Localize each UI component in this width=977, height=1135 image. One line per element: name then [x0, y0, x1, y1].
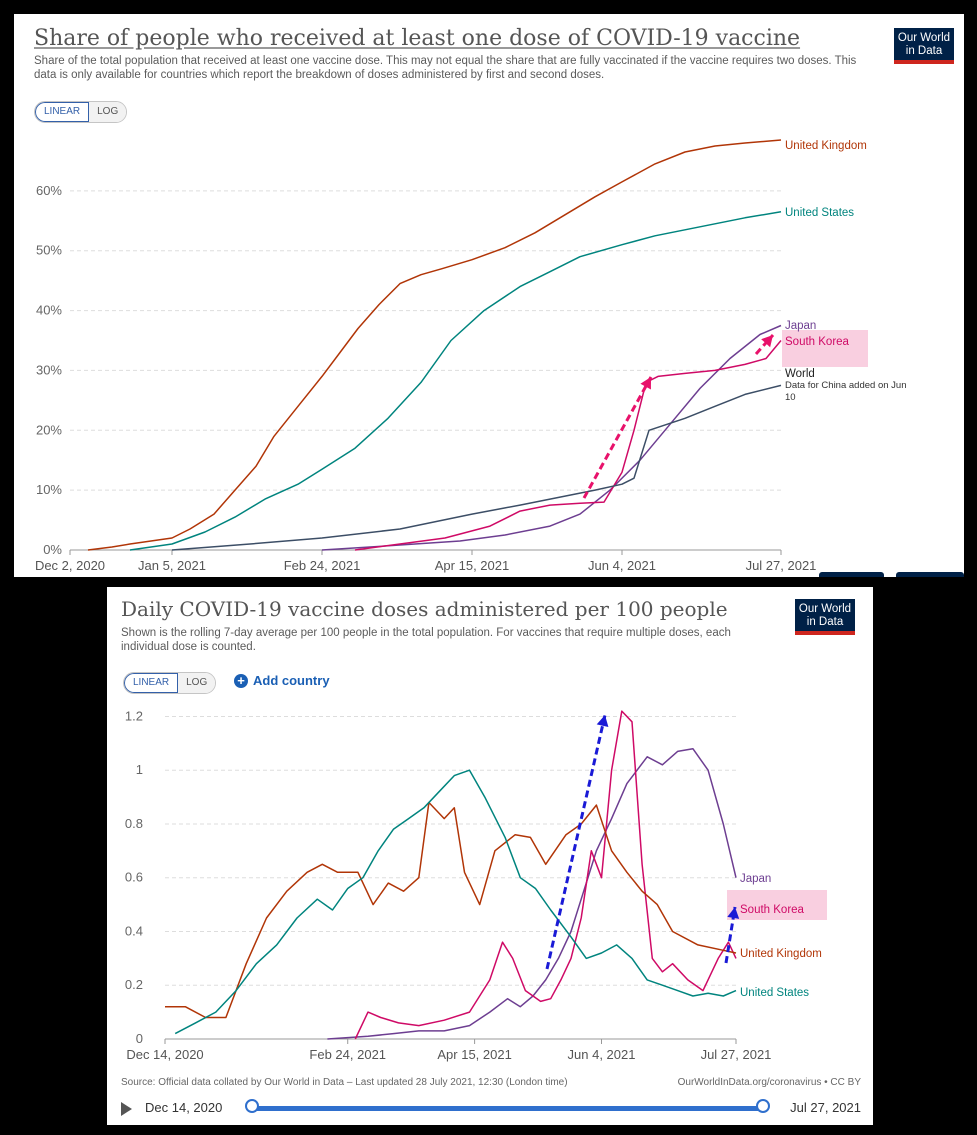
series-label-japan: Japan [740, 873, 771, 885]
series-label-united-states: United States [740, 987, 809, 999]
bottom-chart-title: Daily COVID-19 vaccine doses administere… [121, 597, 728, 621]
bottom-chart-panel: Daily COVID-19 vaccine doses administere… [107, 587, 873, 1125]
y-tick-label: 0.4 [125, 923, 143, 938]
timeline-start-date: Dec 14, 2020 [145, 1100, 223, 1115]
trend-arrow-head [596, 715, 609, 728]
y-tick-label: 50% [36, 243, 62, 258]
series-line-united-states [129, 211, 782, 551]
timeline: Dec 14, 2020 Jul 27, 2021 [121, 1099, 861, 1119]
series-label-united-kingdom: United Kingdom [785, 140, 867, 152]
source-link[interactable]: OurWorldInData.org/coronavirus • CC BY [677, 1077, 861, 1088]
x-tick-label: Dec 2, 2020 [35, 558, 105, 573]
y-tick-label: 30% [36, 362, 62, 377]
x-tick-label: Jul 27, 2021 [746, 558, 817, 573]
owid-logo[interactable]: Our World in Data [894, 28, 954, 64]
scale-log-button[interactable]: LOG [89, 102, 127, 122]
y-tick-label: 20% [36, 422, 62, 437]
series-label-japan: Japan [785, 320, 816, 332]
y-tick-label: 40% [36, 303, 62, 318]
timeline-start-handle[interactable] [245, 1099, 259, 1113]
series-line-japan [327, 747, 737, 1040]
x-tick-label: Dec 14, 2020 [126, 1047, 203, 1062]
series-label-south-korea: South Korea [785, 336, 850, 348]
logo-line-2: in Data [905, 44, 943, 57]
y-tick-label: 10% [36, 482, 62, 497]
y-tick-label: 60% [36, 183, 62, 198]
logo-line-1: Our World [798, 603, 852, 615]
series-label-world: World [785, 368, 815, 380]
x-tick-label: Apr 15, 2021 [435, 558, 509, 573]
trend-arrow-head [761, 335, 773, 348]
scale-linear-button[interactable]: LINEAR [124, 673, 179, 693]
plus-icon: + [234, 673, 248, 688]
logo-line-1: Our World [897, 32, 951, 44]
top-line-chart: 0% 10% 20% 30% 40% 50% 60% Dec 2, 2020 Jan 5, 20… [35, 139, 906, 573]
trend-arrow-head [640, 377, 651, 390]
timeline-track[interactable] [251, 1106, 763, 1111]
x-tick-label: Apr 15, 2021 [437, 1047, 511, 1062]
x-tick-label: Feb 24, 2021 [309, 1047, 386, 1062]
x-tick-label: Jan 5, 2021 [138, 558, 206, 573]
scale-log-button[interactable]: LOG [178, 673, 216, 693]
series-line-united-kingdom [87, 139, 782, 551]
scale-linear-button[interactable]: LINEAR [35, 102, 90, 122]
y-tick-label: 0.6 [125, 870, 143, 885]
bottom-chart-subtitle: Shown is the rolling 7-day average per 1… [121, 627, 731, 653]
highlight-box [727, 890, 827, 920]
trend-arrow [545, 714, 607, 970]
series-label-south-korea: South Korea [740, 904, 805, 916]
annotation-text: Data for China added on Jun [785, 380, 906, 391]
add-country-label: Add country [253, 673, 330, 688]
play-icon[interactable] [121, 1102, 132, 1116]
y-tick-label: 0.2 [125, 977, 143, 992]
series-line-south-korea [354, 340, 782, 551]
trend-arrow-head [727, 907, 740, 919]
toolbar-button-edge[interactable] [896, 572, 964, 577]
x-tick-label: Jul 27, 2021 [701, 1047, 772, 1062]
y-tick-label: 1 [136, 762, 143, 777]
scale-toggle: LINEAR LOG [34, 101, 128, 123]
source-text: Source: Official data collated by Our Wo… [121, 1077, 568, 1088]
timeline-end-date: Jul 27, 2021 [790, 1100, 861, 1115]
timeline-end-handle[interactable] [756, 1099, 770, 1113]
scale-toggle: LINEAR LOG [123, 672, 217, 694]
y-tick-label: 0% [43, 542, 62, 557]
series-label-united-states: United States [785, 207, 854, 219]
x-tick-label: Jun 4, 2021 [588, 558, 656, 573]
y-tick-label: 0.8 [125, 816, 143, 831]
trend-arrow [754, 333, 775, 356]
source-note: Source: Official data collated by Our Wo… [121, 1077, 861, 1088]
trend-arrow [582, 376, 653, 499]
logo-line-2: in Data [806, 615, 844, 628]
y-tick-label: 1.2 [125, 708, 143, 723]
series-line-japan [321, 324, 782, 551]
toolbar-button-edge[interactable] [819, 572, 884, 577]
x-tick-label: Feb 24, 2021 [284, 558, 361, 573]
add-country-button[interactable]: + Add country [234, 673, 330, 688]
series-line-world [171, 384, 782, 551]
series-line-united-states [174, 769, 737, 1035]
series-line-united-kingdom [165, 801, 737, 1019]
x-tick-label: Jun 4, 2021 [568, 1047, 636, 1062]
owid-logo[interactable]: Our World in Data [795, 599, 855, 635]
top-chart-panel: Share of people who received at least on… [14, 14, 964, 577]
bottom-line-chart: 0 0.2 0.4 0.6 0.8 1 1.2 Dec 14, 2020 Feb 24, 202… [125, 708, 827, 1062]
top-chart-title: Share of people who received at least on… [34, 26, 801, 51]
top-chart-subtitle: Share of the total population that recei… [34, 55, 857, 81]
series-label-united-kingdom: United Kingdom [740, 948, 822, 960]
series-line-south-korea [354, 710, 737, 1040]
y-tick-label: 0 [136, 1031, 143, 1046]
highlight-box [782, 330, 868, 367]
annotation-text: 10 [785, 392, 796, 403]
